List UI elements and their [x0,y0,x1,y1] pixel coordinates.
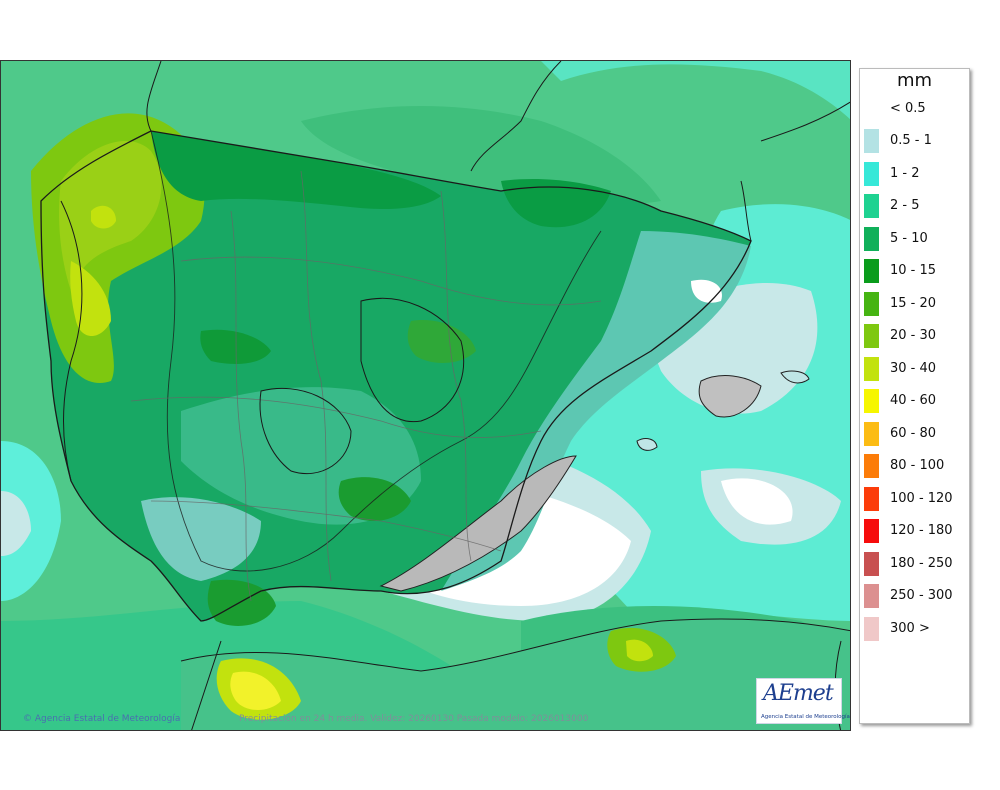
legend-item: 30 - 40 [864,356,968,381]
map-canvas [1,61,850,730]
legend-label: 180 - 250 [890,555,953,571]
legend-label: 60 - 80 [890,425,937,441]
legend-swatch [864,356,879,381]
legend-label: 100 - 120 [890,490,953,506]
legend-item: 120 - 180 [864,519,968,543]
legend-item: 60 - 80 [864,421,968,446]
legend-swatch [864,519,879,543]
legend-item: 0.5 - 1 [864,129,968,153]
legend-swatch [864,226,879,251]
legend-swatch [864,161,879,186]
validity-text: Precipitación en 24 h media. Validez: 20… [239,714,589,724]
legend-swatch [864,389,879,413]
legend-swatch [864,584,879,608]
legend-label: 2 - 5 [890,198,920,213]
legend-label: 120 - 180 [890,523,953,538]
legend-unit: mm [896,70,933,91]
legend-label: 15 - 20 [890,295,937,311]
legend-swatch [864,486,879,511]
logo-wordmark: AEmet [763,681,834,706]
legend-item: 2 - 5 [864,194,968,218]
legend-item: 40 - 60 [864,389,968,413]
legend-item: 180 - 250 [864,551,968,576]
legend-swatch [864,324,879,348]
legend-item: 100 - 120 [864,486,968,511]
copyright-credit: © Agencia Estatal de Meteorología [23,714,180,724]
credit-text: Agencia Estatal de Meteorología [34,714,181,724]
legend-swatch [864,259,879,283]
legend-label: 80 - 100 [890,458,945,473]
legend-label: 0.5 - 1 [890,133,932,148]
legend-swatch [864,291,879,316]
legend-item: 80 - 100 [864,454,968,478]
legend-swatch [864,129,879,153]
legend-label: 250 - 300 [890,588,953,603]
legend-label: 30 - 40 [890,360,937,376]
legend-first-label: < 0.5 [890,101,926,116]
legend-label: 1 - 2 [890,165,920,181]
legend-label: 20 - 30 [890,328,937,343]
legend-item: 10 - 15 [864,259,968,283]
legend-swatch [864,551,879,576]
legend-label: 5 - 10 [890,230,928,246]
copyright-icon: © [23,714,32,724]
precipitation-legend: mm < 0.5 0.5 - 1 1 - 2 2 - 5 5 - 10 10 - 15 1… [859,68,970,724]
legend-swatch [864,454,879,478]
aemet-logo: AEmet Agencia Estatal de Meteorología [756,678,850,724]
legend-swatch [864,421,879,446]
legend-label: 300 > [890,620,930,636]
legend-item: 1 - 2 [864,161,968,186]
precipitation-map[interactable]: © Agencia Estatal de Meteorología Precip… [0,60,851,731]
legend-item: 5 - 10 [864,226,968,251]
legend-swatch [864,194,879,218]
legend-swatch [864,616,879,641]
legend-label: 40 - 60 [890,393,937,408]
legend-item: 20 - 30 [864,324,968,348]
legend-item: 300 > [864,616,968,641]
legend-label: 10 - 15 [890,263,937,278]
legend-item: 250 - 300 [864,584,968,608]
legend-item: 15 - 20 [864,291,968,316]
logo-subtext: Agencia Estatal de Meteorología [761,714,850,720]
